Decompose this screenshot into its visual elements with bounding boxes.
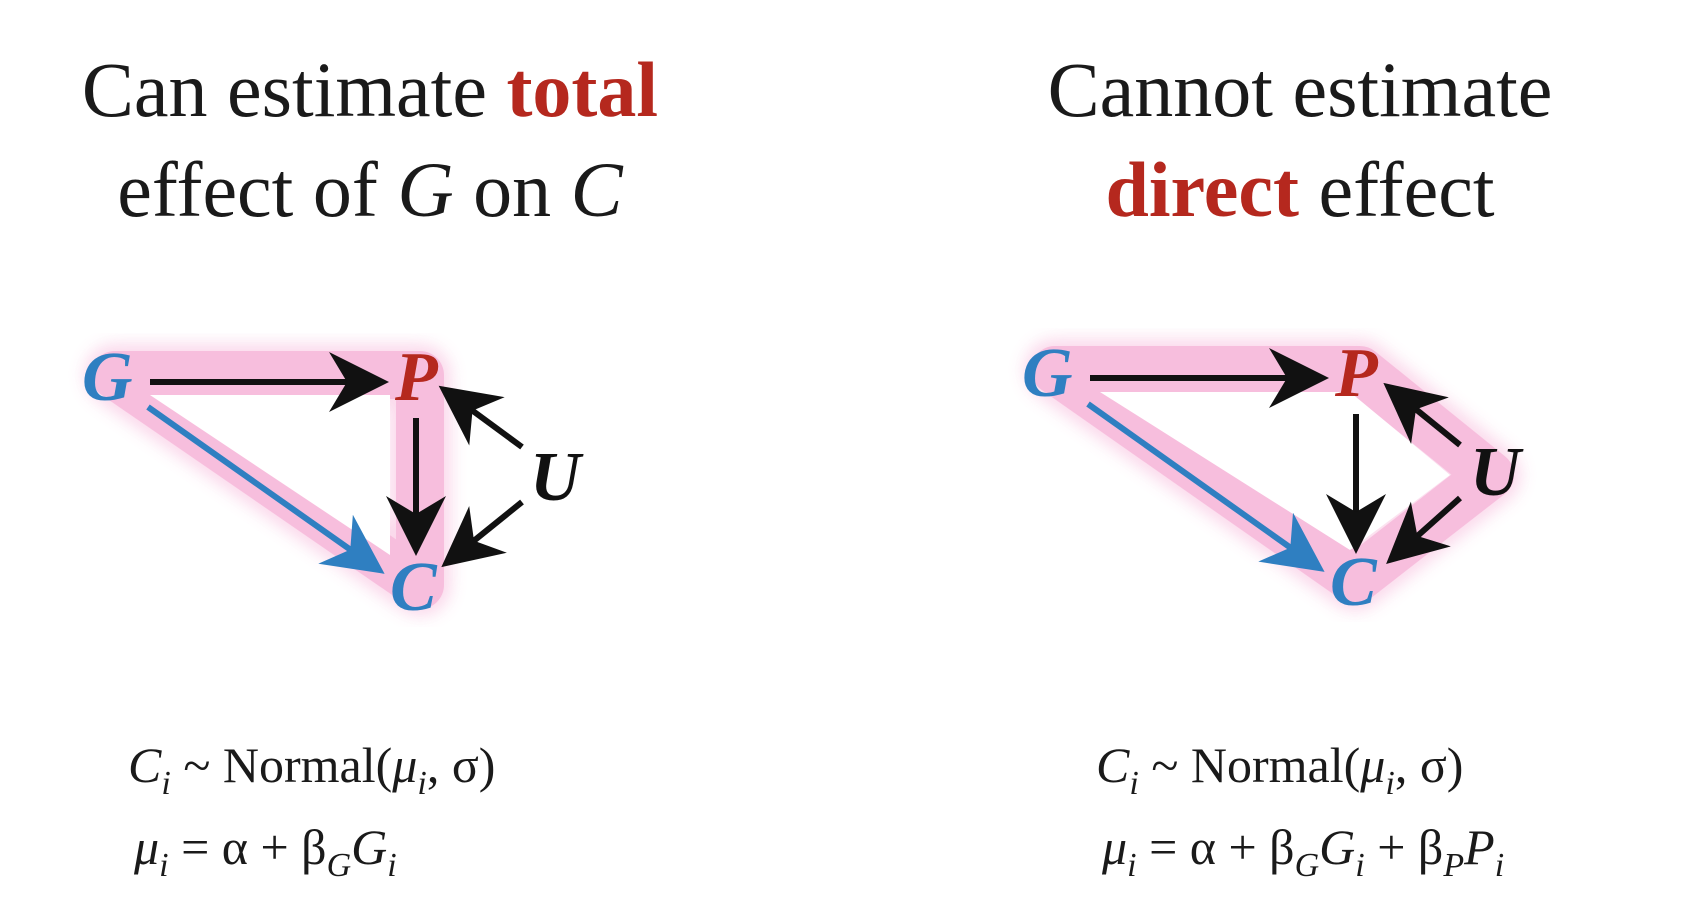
- right-title: Cannot estimate direct effect: [980, 40, 1620, 240]
- left-panel: Can estimate total effect of G on C G: [0, 0, 740, 920]
- path-highlight: [84, 344, 451, 616]
- edge-g-c: [1086, 401, 1325, 572]
- node-c: C: [1330, 544, 1378, 621]
- node-u: U: [530, 439, 584, 516]
- total-highlight: total: [506, 46, 659, 133]
- node-g: G: [82, 339, 133, 416]
- node-u: U: [1470, 434, 1524, 511]
- right-equation-2: μi = α + βGGi + βPPi: [1102, 819, 1505, 884]
- node-p: P: [394, 339, 439, 416]
- edge-u-c: [441, 499, 524, 568]
- edge-u-p: [438, 385, 524, 450]
- left-title: Can estimate total effect of G on C: [0, 40, 740, 240]
- right-title-line1: Cannot estimate: [1047, 46, 1553, 133]
- node-g: G: [1022, 335, 1073, 412]
- path-highlight: [1024, 339, 1521, 611]
- left-title-line2: effect of G on C: [117, 146, 623, 233]
- left-title-line1: Can estimate total: [81, 46, 659, 133]
- edge-u-c: [1386, 495, 1462, 564]
- edge-g-c: [146, 404, 385, 574]
- edge-u-p: [1383, 382, 1462, 448]
- right-panel: Cannot estimate direct effect G P U C: [980, 0, 1682, 920]
- left-equation-2: μi = α + βGGi: [134, 819, 397, 884]
- node-c: C: [390, 549, 438, 626]
- right-equation-1: Ci ~ Normal(μi, σ): [1096, 737, 1464, 802]
- left-dag: G P U C: [82, 339, 584, 626]
- direct-highlight: direct: [1105, 146, 1299, 233]
- right-dag: G P U C: [1022, 335, 1524, 621]
- left-equation-1: Ci ~ Normal(μi, σ): [128, 737, 496, 802]
- node-p: P: [1334, 335, 1379, 412]
- right-title-line2: direct effect: [1105, 146, 1495, 233]
